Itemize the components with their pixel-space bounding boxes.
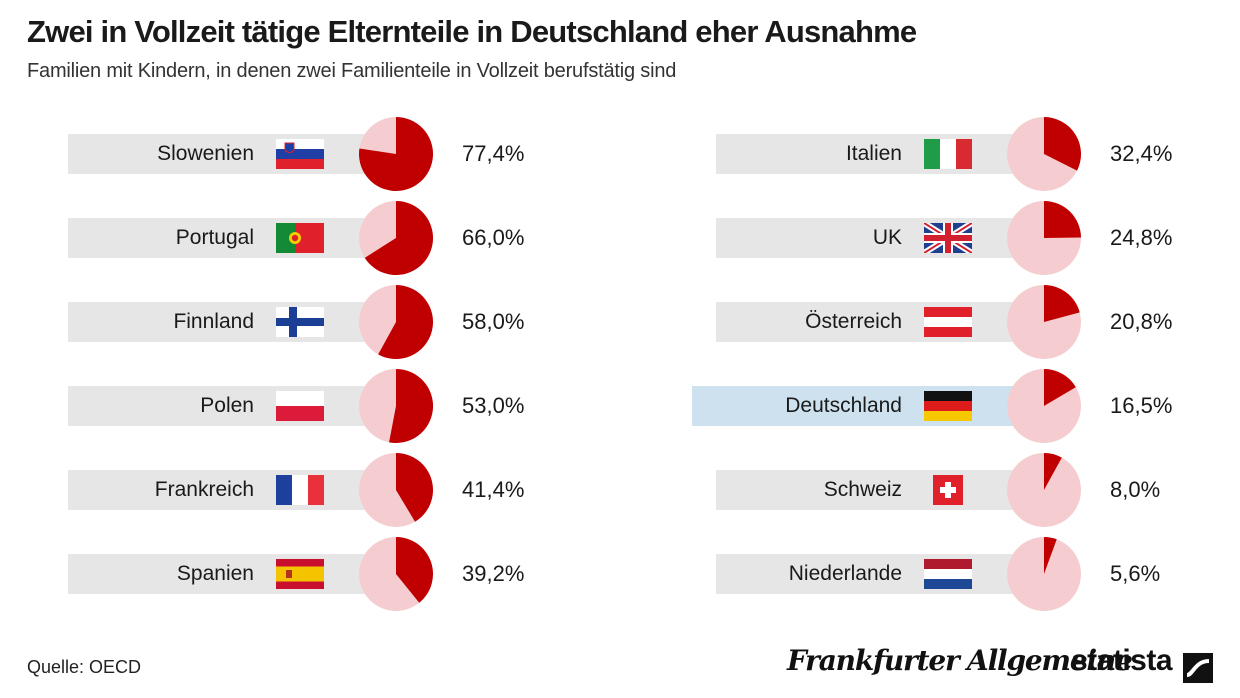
pie-slice: [396, 453, 433, 522]
pie-slice: [1044, 537, 1057, 574]
statista-logo: statista: [1071, 644, 1173, 677]
pie-slice: [1044, 117, 1081, 171]
country-label: Slowenien: [157, 142, 254, 165]
country-label: Niederlande: [788, 562, 902, 585]
value-label: 39,2%: [462, 561, 525, 586]
value-label: 53,0%: [462, 393, 525, 418]
chart-row-österreich: Österreich 20,8%: [0, 285, 1240, 359]
spain-flag-icon: [276, 559, 324, 589]
value-label: 20,8%: [1110, 309, 1173, 334]
country-label: Polen: [200, 394, 254, 417]
value-label: 41,4%: [462, 477, 525, 502]
source-note: Quelle: OECD: [27, 657, 142, 677]
country-label: Finnland: [173, 310, 254, 333]
pie-slowenien: [358, 117, 433, 191]
chart-row-deutschland: Deutschland 16,5%: [0, 369, 1240, 443]
chart-row-uk: UK 24,8%: [0, 201, 1240, 275]
germany-flag-icon: [924, 391, 972, 421]
pie-slice: [396, 537, 433, 603]
value-label: 32,4%: [1110, 141, 1173, 166]
pie-slice: [1044, 369, 1076, 406]
country-label: Deutschland: [785, 394, 902, 417]
pie-slice: [389, 369, 434, 443]
pie-slice: [1044, 201, 1081, 238]
france-flag-icon: [276, 475, 324, 505]
pie-slice: [1044, 285, 1080, 322]
row-bar: [716, 470, 1016, 510]
pie-portugal: [359, 201, 433, 275]
statista-icon: [1183, 653, 1213, 683]
pie-finnland: [359, 285, 434, 359]
switzerland-flag-icon: [933, 475, 963, 505]
chart-row-italien: Italien 32,4%: [0, 117, 1240, 191]
pie-spanien: [359, 537, 433, 611]
finland-flag-icon: [276, 307, 324, 337]
pie-uk: [1007, 201, 1081, 275]
pie-schweiz: [1007, 453, 1081, 527]
country-label: UK: [872, 226, 902, 249]
pie-slice: [358, 117, 433, 191]
chart-row-portugal: Portugal 66,0%: [0, 201, 1240, 275]
value-label: 66,0%: [462, 225, 525, 250]
netherlands-flag-icon: [924, 559, 972, 589]
uk-flag-icon: [924, 223, 972, 253]
value-label: 24,8%: [1110, 225, 1173, 250]
value-label: 5,6%: [1110, 561, 1161, 586]
value-label: 8,0%: [1110, 477, 1161, 502]
chart-row-schweiz: Schweiz 8,0%: [0, 453, 1240, 527]
country-label: Österreich: [805, 310, 902, 333]
country-label: Portugal: [175, 226, 254, 249]
pie-deutschland: [1007, 369, 1081, 443]
chart-row-frankreich: Frankreich 41,4%: [0, 453, 1240, 527]
country-label: Italien: [845, 142, 902, 165]
pie-frankreich: [359, 453, 433, 527]
poland-flag-icon: [276, 391, 324, 421]
portugal-flag-icon: [276, 223, 324, 253]
chart-row-slowenien: Slowenien 77,4%: [0, 117, 1240, 191]
pie-österreich: [1007, 285, 1081, 359]
pie-slice: [364, 201, 433, 275]
austria-flag-icon: [924, 307, 972, 337]
slovenia-flag-icon: [276, 139, 324, 169]
value-label: 58,0%: [462, 309, 525, 334]
country-label: Schweiz: [823, 478, 902, 501]
chart-subtitle: Familien mit Kindern, in denen zwei Fami…: [27, 60, 677, 82]
chart-title: Zwei in Vollzeit tätige Elternteile in D…: [27, 14, 917, 49]
value-label: 16,5%: [1110, 393, 1173, 418]
pie-slice: [378, 285, 434, 359]
chart-row-polen: Polen 53,0%: [0, 369, 1240, 443]
pie-polen: [359, 369, 434, 443]
chart-row-finnland: Finnland 58,0%: [0, 285, 1240, 359]
pie-niederlande: [1007, 537, 1081, 611]
italy-flag-icon: [924, 139, 972, 169]
pie-slice: [1044, 453, 1062, 490]
chart-row-niederlande: Niederlande 5,6%: [0, 537, 1240, 611]
faz-logo: Frankfurter Allgemeine: [787, 644, 1133, 677]
country-label: Spanien: [176, 562, 254, 585]
country-label: Frankreich: [154, 478, 254, 501]
pie-italien: [1007, 117, 1081, 191]
value-label: 77,4%: [462, 141, 525, 166]
chart-row-spanien: Spanien 39,2%: [0, 537, 1240, 611]
